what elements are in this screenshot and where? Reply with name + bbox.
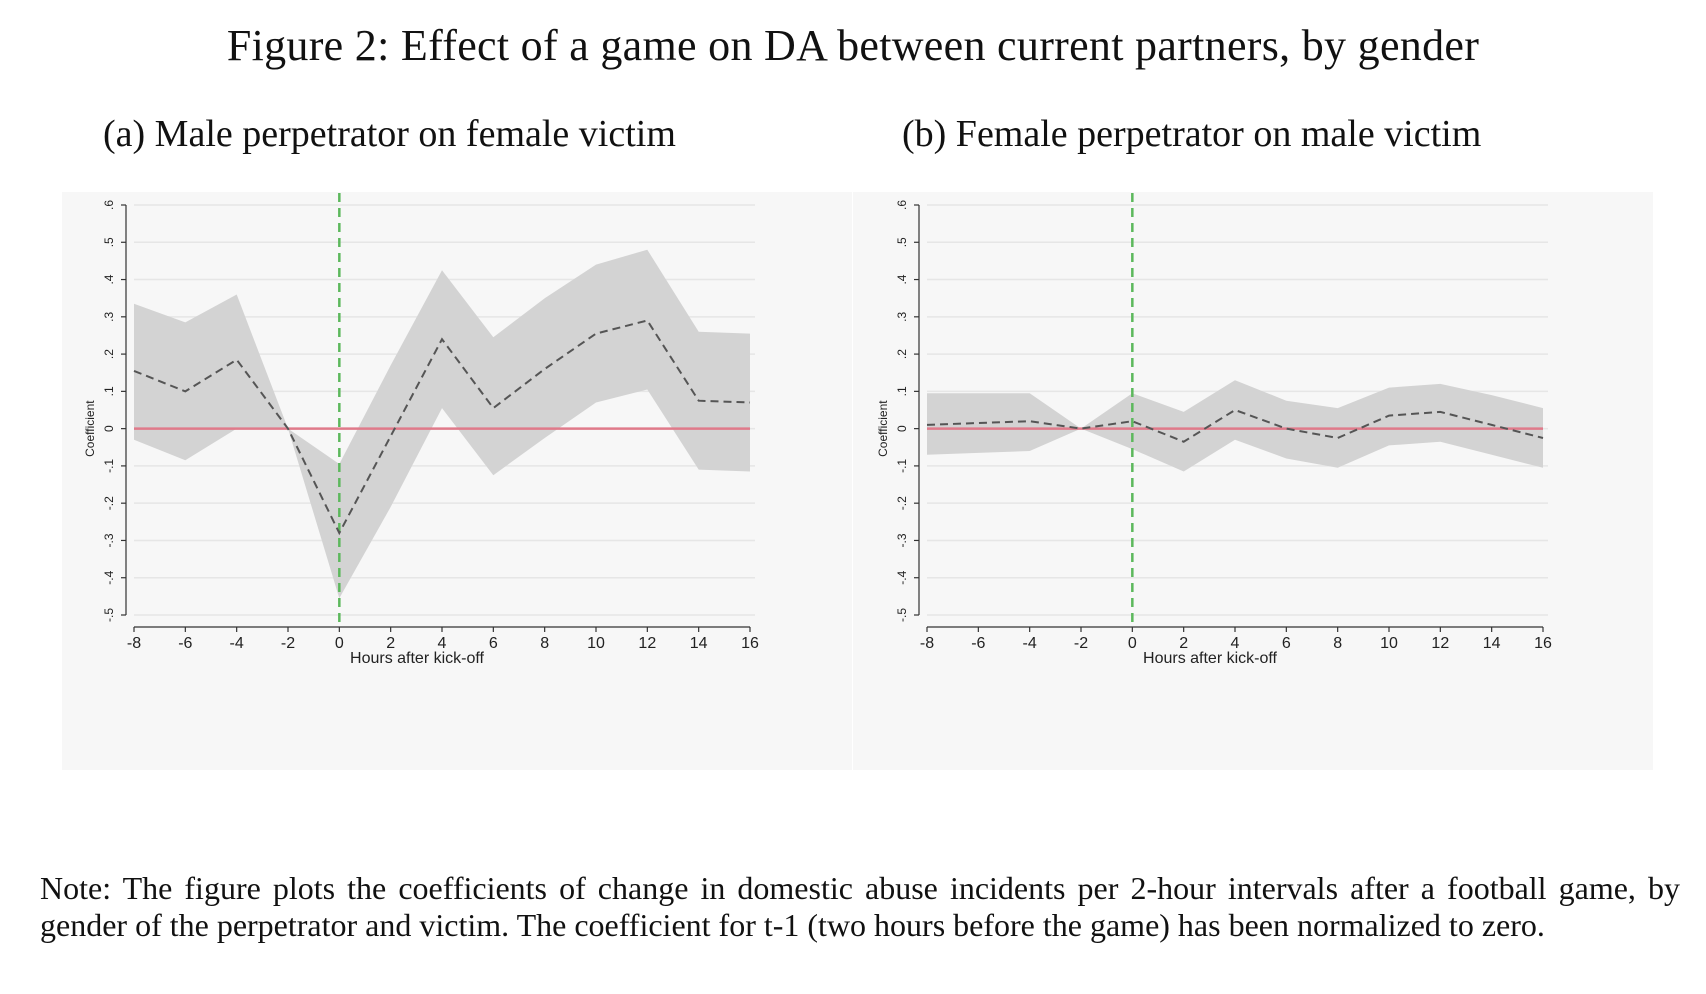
y-tick-label: -.3 (895, 533, 909, 547)
x-tick-label: 2 (386, 635, 395, 652)
x-tick-label: -6 (971, 635, 985, 652)
x-tick-label: -2 (281, 635, 295, 652)
x-tick-label: 2 (1179, 635, 1188, 652)
x-tick-label: 6 (489, 635, 498, 652)
confidence-band (927, 380, 1543, 472)
y-tick-label: .1 (102, 386, 116, 396)
x-tick-label: -4 (1023, 635, 1037, 652)
figure-title: Figure 2: Effect of a game on DA between… (226, 21, 1480, 70)
x-tick-label: 8 (1333, 635, 1342, 652)
figure-note: Note: The figure plots the coefficients … (40, 870, 1680, 943)
y-tick-label: 0 (102, 425, 116, 432)
x-tick-label: -8 (127, 635, 141, 652)
y-tick-label: .2 (102, 349, 116, 359)
x-tick-label: 0 (1128, 635, 1137, 652)
y-tick-label: .2 (895, 349, 909, 359)
x-tick-label: 8 (540, 635, 549, 652)
y-tick-label: .1 (895, 386, 909, 396)
y-tick-label: -.1 (895, 459, 909, 473)
y-tick-label: -.5 (895, 608, 909, 622)
y-tick-label: -.2 (895, 496, 909, 510)
y-tick-label: .5 (102, 237, 116, 247)
y-tick-label: -.4 (102, 570, 116, 584)
x-tick-label: -6 (178, 635, 192, 652)
y-tick-label: -.1 (102, 459, 116, 473)
y-tick-label: .6 (102, 200, 116, 210)
panel-a-title: (a) Male perpetrator on female victim (103, 113, 676, 155)
chart-b-svg: -.5 -.4 -.3 -.2 -.1 0 .1 .2 .3 .4 .5 .6 -8 -6 -4 -2 0 2 4 6… (876, 193, 1552, 667)
x-tick-label: 12 (1431, 635, 1449, 652)
chart-a-svg: -.5 -.4 -.3 -.2 -.1 0 .1 .2 .3 .4 .5 .6 -8 -6 -4 -2 0 2 4 6… (83, 193, 759, 667)
x-tick-label: -2 (1074, 635, 1088, 652)
x-tick-label: 4 (438, 635, 447, 652)
x-tick-label: 12 (638, 635, 656, 652)
x-tick-label: 6 (1282, 635, 1291, 652)
y-tick-label: .6 (895, 200, 909, 210)
y-tick-label: -.5 (102, 608, 116, 622)
y-tick-label: .4 (895, 274, 909, 284)
y-tick-label: .4 (102, 274, 116, 284)
y-tick-label: .5 (895, 237, 909, 247)
y-tick-label: -.3 (102, 533, 116, 547)
x-axis-title: Hours after kick-off (350, 650, 485, 667)
x-tick-label: 4 (1231, 635, 1240, 652)
y-tick-label: -.2 (102, 496, 116, 510)
confidence-band (134, 249, 750, 599)
chart-panel-b: -.5 -.4 -.3 -.2 -.1 0 .1 .2 .3 .4 .5 .6 -8 -6 -4 -2 0 2 4 6… (853, 192, 1653, 770)
x-tick-label: 16 (1534, 635, 1552, 652)
x-axis-title: Hours after kick-off (1143, 650, 1278, 667)
x-tick-label: 10 (587, 635, 605, 652)
x-tick-label: 10 (1380, 635, 1398, 652)
estimate-line (133, 319, 751, 536)
y-tick-label: 0 (895, 425, 909, 432)
estimate-line (926, 408, 1544, 443)
y-axis-title: Coefficient (876, 400, 890, 457)
y-tick-label: .3 (895, 311, 909, 321)
x-tick-label: -4 (230, 635, 244, 652)
x-tick-label: 16 (741, 635, 759, 652)
y-tick-label: .3 (102, 311, 116, 321)
chart-panel-a: -.5 -.4 -.3 -.2 -.1 0 .1 .2 .3 .4 .5 .6 -8 -6 -4 -2 0 2 4 6… (62, 192, 852, 770)
x-tick-label: -8 (920, 635, 934, 652)
x-tick-label: 14 (690, 635, 708, 652)
panel-b-title: (b) Female perpetrator on male victim (902, 113, 1482, 155)
y-tick-label: -.4 (895, 570, 909, 584)
x-tick-label: 0 (335, 635, 344, 652)
y-axis-title: Coefficient (83, 400, 97, 457)
x-tick-label: 14 (1483, 635, 1501, 652)
